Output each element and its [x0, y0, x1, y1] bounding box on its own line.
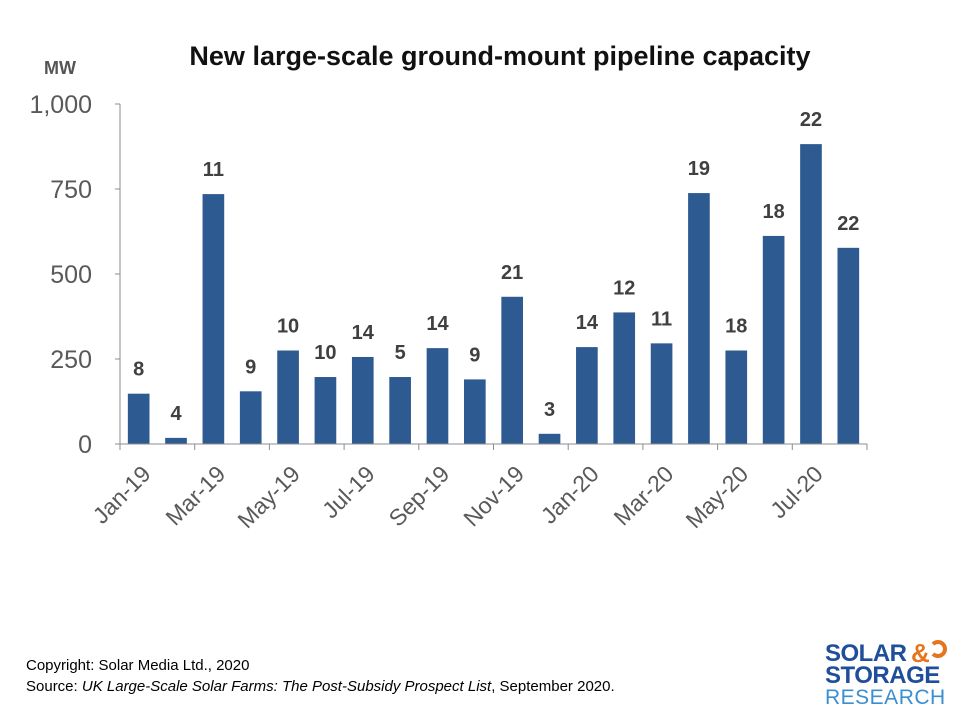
bar	[576, 347, 598, 444]
bar-data-label: 12	[613, 277, 635, 299]
logo-ampersand: &	[911, 638, 930, 668]
x-tick-label: Mar-20	[609, 461, 679, 531]
bar	[277, 350, 299, 444]
bar-data-label: 18	[725, 316, 747, 338]
bar-data-label: 9	[245, 356, 256, 378]
axes	[119, 104, 867, 445]
bars	[127, 144, 860, 444]
bar-data-label: 11	[651, 308, 672, 330]
x-tick-label: May-20	[681, 461, 754, 534]
chart-title: New large-scale ground-mount pipeline ca…	[189, 41, 810, 71]
bar-data-label: 14	[576, 312, 599, 334]
bar-data-label: 21	[501, 262, 523, 284]
source-title: UK Large-Scale Solar Farms: The Post-Sub…	[81, 678, 492, 695]
bar	[389, 377, 411, 444]
source-prefix: Source:	[26, 678, 82, 695]
bar	[688, 193, 710, 444]
bar-data-label: 19	[688, 158, 710, 180]
bar	[837, 247, 860, 444]
footer: Copyright: Solar Media Ltd., 2020 Source…	[26, 655, 615, 697]
logo-storage-text: STORAGE	[825, 662, 940, 689]
solar-storage-research-logo: SOLAR & STORAGE RESEARCH	[825, 638, 950, 712]
x-tick-label: May-19	[232, 461, 305, 534]
bar	[538, 433, 561, 444]
bar	[314, 377, 337, 444]
x-tick-label: Nov-19	[458, 461, 529, 532]
x-tick-label: Mar-19	[160, 461, 230, 531]
bar	[613, 312, 636, 444]
source-suffix: , September 2020.	[491, 678, 615, 695]
bar	[202, 194, 225, 444]
bar	[463, 379, 486, 444]
bar-data-label: 10	[314, 342, 336, 364]
bar-data-label: 14	[426, 313, 449, 335]
bar-data-label: 10	[277, 316, 299, 338]
y-tick-label: 500	[50, 261, 92, 289]
y-axis-ticks: 0 250 500 750 1,000	[29, 91, 120, 459]
bar-data-label: 3	[544, 399, 555, 421]
bar-data-label: 14	[352, 322, 375, 344]
bar	[501, 296, 524, 444]
bar	[351, 356, 374, 444]
bar-data-label: 22	[800, 109, 822, 131]
bar	[762, 235, 785, 444]
bar-data-labels: 8 4 11 9 10 10 14 5 14 9 21 3 14 12 11 19 18 18 22 22	[133, 109, 859, 425]
y-axis-unit-label: MW	[44, 58, 76, 78]
bar-data-label: 18	[763, 201, 785, 223]
y-tick-label: 750	[50, 176, 92, 204]
bar	[725, 350, 748, 444]
bar	[426, 348, 449, 444]
x-tick-label: Sep-19	[384, 461, 455, 532]
y-tick-label: 250	[50, 346, 92, 374]
x-tick-label: Jan-19	[87, 461, 155, 529]
bar	[800, 144, 822, 444]
source-line: Source: UK Large-Scale Solar Farms: The …	[26, 676, 615, 697]
x-tick-label: Jul-20	[765, 461, 828, 524]
bar-data-label: 9	[469, 344, 480, 366]
y-tick-label: 0	[78, 431, 92, 459]
logo-sun-icon	[929, 640, 947, 658]
x-tick-label: Jan-20	[536, 461, 604, 529]
bar	[650, 343, 673, 444]
x-axis-ticks: Jan-19 Mar-19 May-19 Jul-19 Sep-19 Nov-19 Jan-…	[87, 444, 868, 534]
logo-solar-text: SOLAR	[825, 640, 907, 667]
bar-data-label: 22	[837, 213, 859, 235]
logo-research-text: RESEARCH	[825, 686, 946, 709]
bar-data-label: 5	[395, 342, 406, 364]
bar-data-label: 8	[133, 359, 144, 381]
bar-chart: New large-scale ground-mount pipeline ca…	[29, 41, 868, 534]
bar	[165, 437, 187, 444]
bar	[127, 393, 150, 444]
x-tick-label: Jul-19	[317, 461, 380, 524]
bar-data-label: 4	[170, 403, 182, 425]
y-tick-label: 1,000	[29, 91, 92, 119]
bar-data-label: 11	[203, 159, 224, 181]
bar	[239, 391, 262, 444]
copyright-text: Copyright: Solar Media Ltd., 2020	[26, 657, 250, 674]
